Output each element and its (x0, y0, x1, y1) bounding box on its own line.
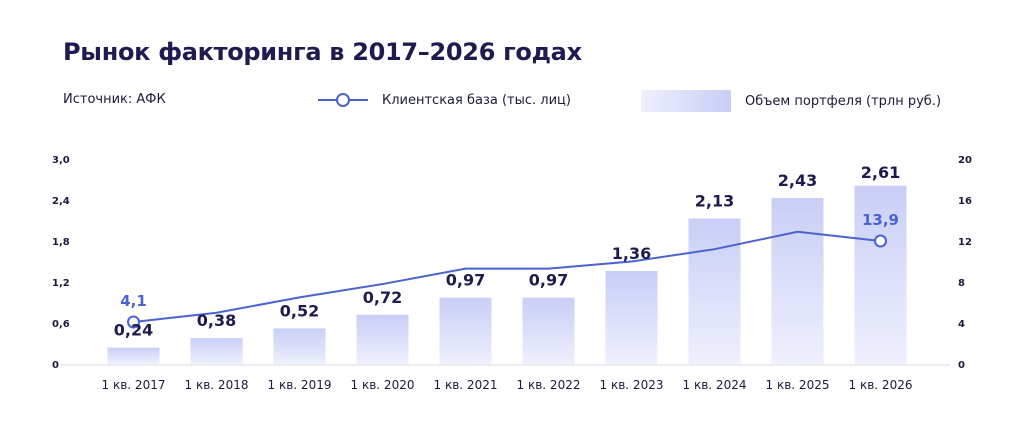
x-tick-label: 1 кв. 2019 (268, 378, 332, 392)
bar-data-label: 0,97 (446, 271, 485, 290)
legend-item-bar: Объем портфеля (трлн руб.) (641, 90, 941, 112)
line-data-label: 13,9 (862, 211, 899, 229)
x-tick-label: 1 кв. 2024 (683, 378, 747, 392)
bar-data-label: 0,97 (529, 271, 568, 290)
y-right-tick-label: 16 (958, 196, 972, 207)
bar (771, 197, 824, 364)
bar (439, 297, 492, 364)
x-tick-label: 1 кв. 2022 (517, 378, 581, 392)
x-tick-label: 1 кв. 2026 (849, 378, 913, 392)
y-right-tick-label: 12 (958, 237, 972, 248)
bar (356, 314, 409, 364)
line-marker-icon (318, 93, 368, 107)
bar (854, 185, 907, 364)
legend-item-line: Клиентская база (тыс. лиц) (318, 90, 571, 110)
bar (190, 338, 243, 364)
y-right-tick-label: 4 (958, 319, 965, 330)
x-tick-label: 1 кв. 2025 (766, 378, 830, 392)
x-tick-label: 1 кв. 2018 (185, 378, 249, 392)
bar-swatch (641, 90, 731, 112)
y-left-tick-label: 0,6 (52, 319, 70, 330)
bar-data-label: 0,38 (197, 311, 236, 330)
x-tick-label: 1 кв. 2017 (102, 378, 166, 392)
y-left-tick-label: 3,0 (52, 155, 70, 166)
line-point-marker (127, 315, 140, 329)
bar-data-label: 0,72 (363, 288, 402, 307)
source-text: Источник: АФК (63, 92, 166, 107)
bar-data-label: 0,52 (280, 301, 319, 320)
chart-title: Рынок факторинга в 2017–2026 годах (63, 38, 582, 66)
x-tick-label: 1 кв. 2020 (351, 378, 415, 392)
bar-data-label: 1,36 (612, 244, 651, 263)
x-tick-label: 1 кв. 2023 (600, 378, 664, 392)
y-right-tick-label: 20 (958, 155, 972, 166)
y-right-tick-label: 8 (958, 278, 965, 289)
legend-bar-label: Объем портфеля (трлн руб.) (745, 93, 942, 109)
bar (273, 328, 326, 364)
bar (107, 347, 160, 364)
x-tick-label: 1 кв. 2021 (434, 378, 498, 392)
bar-data-label: 0,24 (114, 321, 153, 340)
bar-data-label: 2,43 (778, 171, 817, 190)
line-data-label: 4,1 (120, 292, 147, 310)
bar (522, 297, 575, 364)
y-left-tick-label: 1,8 (52, 237, 70, 248)
bar-data-label: 2,13 (695, 191, 734, 210)
y-left-tick-label: 2,4 (52, 196, 70, 207)
bar (605, 271, 658, 364)
line-series (133, 230, 881, 323)
y-right-tick-label: 0 (958, 360, 965, 371)
y-left-tick-label: 0 (52, 360, 59, 371)
legend-line-label: Клиентская база (тыс. лиц) (382, 92, 571, 108)
line-point-marker (874, 234, 887, 248)
bar-data-label: 2,61 (861, 163, 900, 182)
y-left-tick-label: 1,2 (52, 278, 70, 289)
bar (688, 218, 741, 364)
